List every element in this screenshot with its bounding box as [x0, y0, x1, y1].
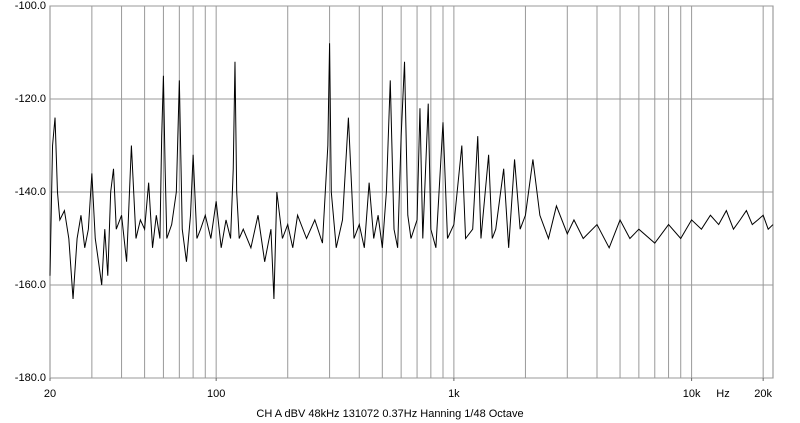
x-tick-label: 20: [44, 388, 56, 400]
x-axis-label: Hz: [716, 388, 729, 400]
spectrum-line: [49, 43, 774, 299]
y-tick-label: -180.0: [15, 372, 46, 384]
x-tick-label: 100: [207, 388, 225, 400]
x-tick-label: 10k: [683, 388, 701, 400]
chart-subtitle: CH A dBV 48kHz 131072 0.37Hz Hanning 1/4…: [256, 408, 523, 420]
y-tick-label: -100.0: [15, 0, 46, 12]
y-tick-label: -160.0: [15, 279, 46, 291]
x-tick-label: 1k: [448, 388, 460, 400]
y-tick-label: -140.0: [15, 186, 46, 198]
y-tick-label: -120.0: [15, 93, 46, 105]
x-tick-label: 20k: [754, 388, 772, 400]
